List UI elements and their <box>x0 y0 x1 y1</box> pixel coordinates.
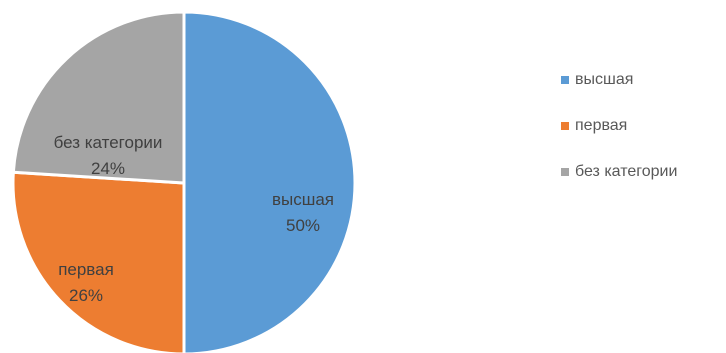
pie-slice-vysshaya <box>182 10 357 353</box>
pie-slice-pervaya <box>11 170 186 353</box>
legend-item-pervaya: первая <box>561 114 677 138</box>
legend-item-vysshaya: высшая <box>561 68 677 92</box>
legend-label-bez-kategorii: без категории <box>575 163 678 180</box>
legend-label-pervaya: первая <box>575 117 628 134</box>
slice-label-percent-bez-kategorii: 24% <box>91 159 125 178</box>
legend-label-vysshaya: высшая <box>575 71 634 88</box>
slice-label-category-pervaya: первая <box>58 260 114 279</box>
legend-swatch-pervaya <box>561 122 569 130</box>
legend-swatch-bez-kategorii <box>561 168 569 176</box>
legend-item-bez-kategorii: без категории <box>561 160 677 184</box>
legend-swatch-vysshaya <box>561 76 569 84</box>
slice-label-percent-vysshaya: 50% <box>286 216 320 235</box>
slice-label-percent-pervaya: 26% <box>69 286 103 305</box>
legend: высшая первая без категории <box>561 68 677 206</box>
slice-label-category-vysshaya: высшая <box>272 190 334 209</box>
pie-slice-bez-kategorii <box>11 10 186 185</box>
slice-label-category-bez-kategorii: без категории <box>54 133 163 152</box>
